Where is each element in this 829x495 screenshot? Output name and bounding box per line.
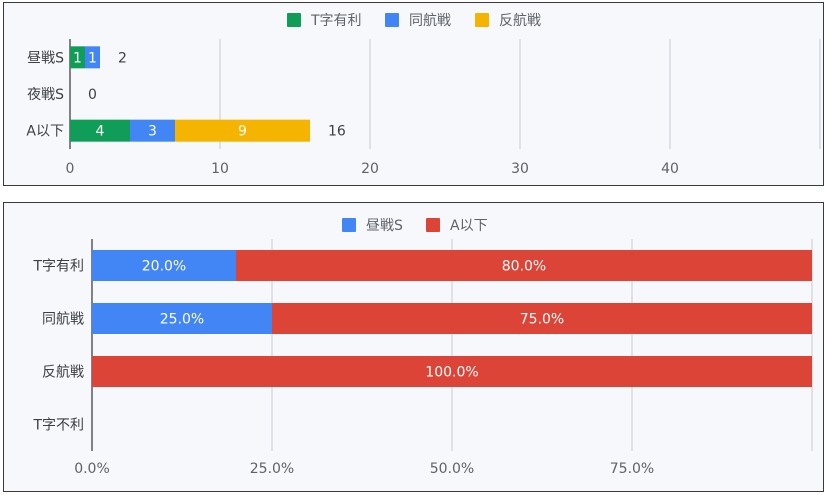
legend-swatch-同航戦 xyxy=(385,13,399,27)
x-tick-label: 40 xyxy=(661,161,679,177)
x-tick-label: 25.0% xyxy=(250,461,294,477)
data-label: 1 xyxy=(73,50,82,66)
bar-segment-同航戦-昼戦S xyxy=(85,46,100,69)
category-label: 同航戦 xyxy=(42,312,84,328)
total-label: 0 xyxy=(88,87,97,103)
chart-battle-results: 0 10 20 30 40 昼戦S 1 1 2 夜戦S 0 A以下 4 3 9 16 T字有利 同航戦 反航戦 xyxy=(26,13,821,177)
legend-label-昼戦S: 昼戦S xyxy=(366,218,403,234)
x-tick-label: 20 xyxy=(361,161,379,177)
x-tick-label: 0.0% xyxy=(74,461,110,477)
data-label: 3 xyxy=(148,124,157,140)
legend-label-反航戦: 反航戦 xyxy=(499,13,541,29)
chart-formation-ratio: 0.0% 25.0% 50.0% 75.0% T字有利 20.0% 80.0% 同航戦 25.0… xyxy=(32,218,813,477)
data-label: 20.0% xyxy=(142,259,186,275)
data-label: 80.0% xyxy=(502,259,546,275)
data-label: 75.0% xyxy=(520,312,564,328)
category-label: T字有利 xyxy=(32,259,84,275)
bar-segment-A以下-T字有利 xyxy=(236,250,812,281)
chart-panel-formation-ratio: 0.0% 25.0% 50.0% 75.0% T字有利 20.0% 80.0% 同航戦 25.0… xyxy=(3,202,824,492)
legend-swatch-反航戦 xyxy=(475,13,489,27)
category-label: A以下 xyxy=(26,124,64,140)
data-label: 25.0% xyxy=(160,312,204,328)
category-label: 昼戦S xyxy=(27,50,64,66)
legend-swatch-A以下 xyxy=(426,218,440,232)
bar-segment-A以下-同航戦 xyxy=(272,303,812,334)
data-label: 100.0% xyxy=(425,365,478,381)
category-label: 夜戦S xyxy=(27,87,64,103)
total-label: 2 xyxy=(118,50,127,66)
x-tick-label: 75.0% xyxy=(610,461,654,477)
chart-panel-battle-results: 0 10 20 30 40 昼戦S 1 1 2 夜戦S 0 A以下 4 3 9 16 T字有利 同航戦 反航戦 xyxy=(3,2,824,186)
bar-segment-昼戦S-同航戦 xyxy=(92,303,272,334)
legend-label-A以下: A以下 xyxy=(450,218,488,234)
bar-segment-T字有利-A以下 xyxy=(70,119,130,142)
bar-segment-A以下-反航戦 xyxy=(92,356,812,387)
legend-label-T字有利: T字有利 xyxy=(310,13,362,29)
legend-label-同航戦: 同航戦 xyxy=(409,13,451,29)
x-tick-label: 0 xyxy=(66,161,75,177)
x-tick-label: 50.0% xyxy=(430,461,474,477)
data-label: 1 xyxy=(88,50,97,66)
total-label: 16 xyxy=(328,124,346,140)
x-tick-label: 30 xyxy=(511,161,529,177)
bar-segment-反航戦-A以下 xyxy=(175,119,310,142)
category-label: 反航戦 xyxy=(42,365,84,381)
bar-segment-同航戦-A以下 xyxy=(130,119,175,142)
legend-swatch-昼戦S xyxy=(342,218,356,232)
data-label: 4 xyxy=(96,124,105,140)
bar-segment-昼戦S-T字有利 xyxy=(92,250,236,281)
legend-swatch-T字有利 xyxy=(287,13,301,27)
x-tick-label: 10 xyxy=(211,161,229,177)
category-label: T字不利 xyxy=(32,418,84,434)
bar-segment-T字有利-昼戦S xyxy=(70,46,85,69)
data-label: 9 xyxy=(238,124,247,140)
